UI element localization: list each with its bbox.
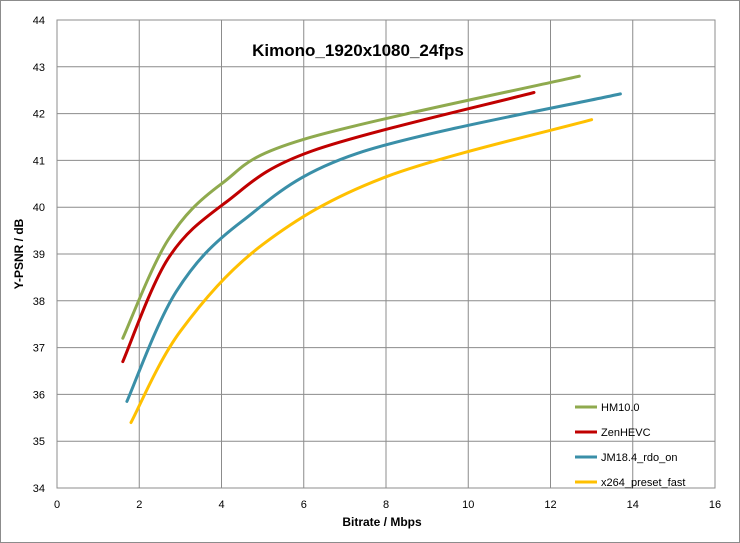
series-line-0 (121, 74, 581, 340)
y-tick-label: 41 (33, 155, 45, 167)
x-tick-label: 4 (218, 499, 224, 511)
legend-label: x264_preset_fast (601, 477, 685, 489)
x-tick-label: 10 (462, 499, 474, 511)
series-lines (121, 74, 622, 424)
x-tick-label: 0 (54, 499, 60, 511)
series-line-2 (125, 92, 622, 403)
x-axis-ticks: 0 2 4 6 8 10 12 14 16 (54, 499, 721, 511)
y-tick-label: 42 (33, 109, 45, 121)
y-tick-label: 36 (33, 389, 45, 401)
legend-label: JM18.4_rdo_on (601, 452, 677, 464)
x-tick-label: 2 (136, 499, 142, 511)
y-tick-label: 37 (33, 343, 45, 355)
y-tick-label: 34 (33, 483, 45, 495)
legend: HM10.0 ZenHEVC JM18.4_rdo_on x264_preset_fa… (575, 402, 685, 489)
y-tick-label: 35 (33, 436, 45, 448)
x-tick-label: 6 (301, 499, 307, 511)
x-tick-label: 14 (627, 499, 639, 511)
x-axis-title: Bitrate / Mbps (342, 515, 422, 529)
y-axis-ticks: 34 35 36 37 38 39 40 41 42 43 44 (33, 15, 45, 495)
x-tick-label: 12 (544, 499, 556, 511)
y-tick-label: 43 (33, 62, 45, 74)
x-tick-label: 8 (383, 499, 389, 511)
legend-label: HM10.0 (601, 402, 640, 414)
series-line-1 (121, 91, 536, 364)
y-tick-label: 44 (33, 15, 45, 27)
legend-label: ZenHEVC (601, 427, 651, 439)
chart-title: Kimono_1920x1080_24fps (252, 41, 464, 60)
gridlines (57, 20, 715, 488)
y-tick-label: 39 (33, 249, 45, 261)
x-tick-label: 16 (709, 499, 721, 511)
y-axis-title: Y-PSNR / dB (12, 218, 26, 289)
series-line-3 (129, 118, 594, 424)
y-tick-label: 40 (33, 202, 45, 214)
y-tick-label: 38 (33, 296, 45, 308)
